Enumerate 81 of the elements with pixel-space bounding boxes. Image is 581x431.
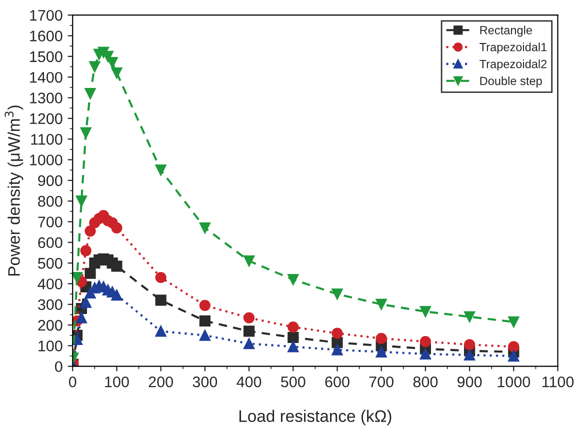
point bbox=[199, 330, 210, 341]
point bbox=[111, 222, 122, 234]
legend-label: Trapezoidal1 bbox=[480, 42, 547, 54]
point bbox=[155, 326, 166, 337]
y-tick-label: 1000 bbox=[30, 154, 62, 166]
x-tick-label: 900 bbox=[458, 376, 482, 388]
point bbox=[376, 332, 387, 344]
point bbox=[288, 322, 299, 333]
y-tick-label: 1200 bbox=[30, 113, 62, 124]
x-tick-label: 100 bbox=[105, 376, 129, 388]
y-tick-label: 900 bbox=[38, 175, 62, 186]
point bbox=[243, 326, 255, 337]
point bbox=[111, 260, 122, 272]
x-tick-label: 600 bbox=[325, 376, 350, 388]
point bbox=[508, 316, 520, 328]
point bbox=[72, 272, 83, 284]
y-tick-label: 1600 bbox=[30, 30, 62, 42]
point bbox=[420, 336, 432, 348]
y-axis-title: Power density (μW/m$^{3}$) bbox=[4, 106, 24, 276]
x-tick-label: 200 bbox=[148, 376, 173, 388]
point bbox=[84, 88, 96, 100]
x-tick-label: 300 bbox=[192, 376, 218, 388]
point bbox=[89, 61, 100, 72]
y-tick-label: 700 bbox=[38, 216, 62, 228]
point bbox=[508, 341, 520, 352]
y-tick-label: 1100 bbox=[31, 134, 62, 145]
point bbox=[80, 127, 92, 138]
y-tick-label: 0 bbox=[55, 361, 62, 372]
y-tick-label: 500 bbox=[38, 258, 62, 269]
y-tick-label: 200 bbox=[38, 320, 62, 331]
y-tick-label: 400 bbox=[38, 278, 62, 290]
y-tick-label: 1700 bbox=[30, 10, 62, 21]
point bbox=[420, 348, 432, 360]
point bbox=[80, 245, 92, 256]
point bbox=[288, 274, 299, 286]
point bbox=[464, 339, 476, 350]
point bbox=[84, 268, 96, 279]
x-tick-label: 700 bbox=[369, 376, 394, 388]
x-tick-label: 500 bbox=[281, 376, 306, 388]
y-tick-label: 100 bbox=[38, 340, 62, 352]
point bbox=[199, 222, 210, 234]
y-tick-label: 1500 bbox=[30, 51, 62, 62]
legend-label: Rectangle bbox=[480, 26, 532, 37]
y-tick-label: 800 bbox=[38, 196, 62, 207]
point bbox=[288, 341, 299, 352]
point bbox=[155, 294, 166, 306]
y-tick-label: 600 bbox=[38, 237, 62, 248]
point bbox=[80, 296, 92, 308]
point bbox=[111, 290, 122, 301]
x-tick-label: 1100 bbox=[542, 376, 574, 388]
point bbox=[376, 298, 387, 310]
point bbox=[508, 350, 520, 362]
point bbox=[420, 306, 432, 318]
point bbox=[155, 164, 166, 176]
y-tick-label: 1300 bbox=[30, 92, 62, 104]
x-tick-label: 400 bbox=[236, 376, 262, 388]
point bbox=[111, 67, 122, 78]
point bbox=[332, 328, 343, 339]
point bbox=[332, 288, 343, 300]
point bbox=[199, 300, 210, 311]
point bbox=[288, 332, 299, 343]
point bbox=[464, 349, 476, 361]
point bbox=[76, 195, 87, 207]
y-tick-label: 300 bbox=[38, 299, 62, 310]
point bbox=[84, 225, 96, 237]
x-tick-label: 1000 bbox=[498, 376, 530, 388]
x-tick-label: 800 bbox=[413, 376, 438, 388]
x-axis-title: Load resistance (kΩ) bbox=[239, 410, 392, 426]
point bbox=[464, 311, 476, 322]
legend-label: Trapezoidal2 bbox=[480, 60, 547, 71]
x-tick-label: 0 bbox=[68, 376, 76, 388]
point bbox=[332, 344, 343, 356]
point bbox=[243, 255, 255, 267]
point bbox=[243, 338, 255, 350]
y-tick-label: 1400 bbox=[30, 72, 62, 83]
legend-label: Double step bbox=[480, 76, 542, 88]
point bbox=[243, 312, 255, 324]
point bbox=[155, 272, 166, 284]
point bbox=[376, 346, 387, 358]
point bbox=[76, 312, 87, 324]
point bbox=[199, 315, 210, 326]
